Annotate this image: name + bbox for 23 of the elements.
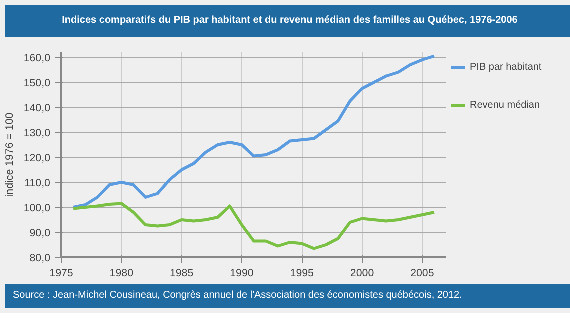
- y-axis-title: indice 1976 = 100: [4, 112, 16, 198]
- x-tick-label: 2005: [410, 268, 434, 280]
- y-tick-label: 100,0: [24, 202, 51, 214]
- y-tick-label: 130,0: [24, 128, 51, 140]
- y-tick-label: 90,0: [30, 228, 51, 240]
- y-tick-label: 160,0: [24, 52, 51, 64]
- x-tick-label: 1985: [170, 268, 194, 280]
- y-tick-label: 120,0: [24, 152, 51, 164]
- legend-label: PIB par habitant: [470, 62, 542, 72]
- y-tick-label: 150,0: [24, 78, 51, 90]
- x-tick-label: 1975: [50, 268, 74, 280]
- y-tick-label: 140,0: [24, 102, 51, 114]
- line-series: [72, 202, 436, 250]
- x-tick-label: 2000: [350, 268, 374, 280]
- x-tick-label: 1995: [290, 268, 314, 280]
- x-tick-label: 1980: [110, 268, 134, 280]
- y-tick-label: 80,0: [30, 252, 51, 264]
- chart-title: Indices comparatifs du PIB par habitant et du revenu médian des familles au Québec, 1976-2006: [62, 14, 518, 28]
- source-note: Source : Jean-Michel Cousineau, Congrès annuel de l'Association des économistes québécois, 2012.: [13, 289, 462, 303]
- y-tick-label: 110,0: [24, 178, 51, 190]
- line-series: [72, 54, 436, 209]
- legend-label: Revenu médian: [470, 100, 540, 110]
- x-tick-label: 1990: [230, 268, 254, 280]
